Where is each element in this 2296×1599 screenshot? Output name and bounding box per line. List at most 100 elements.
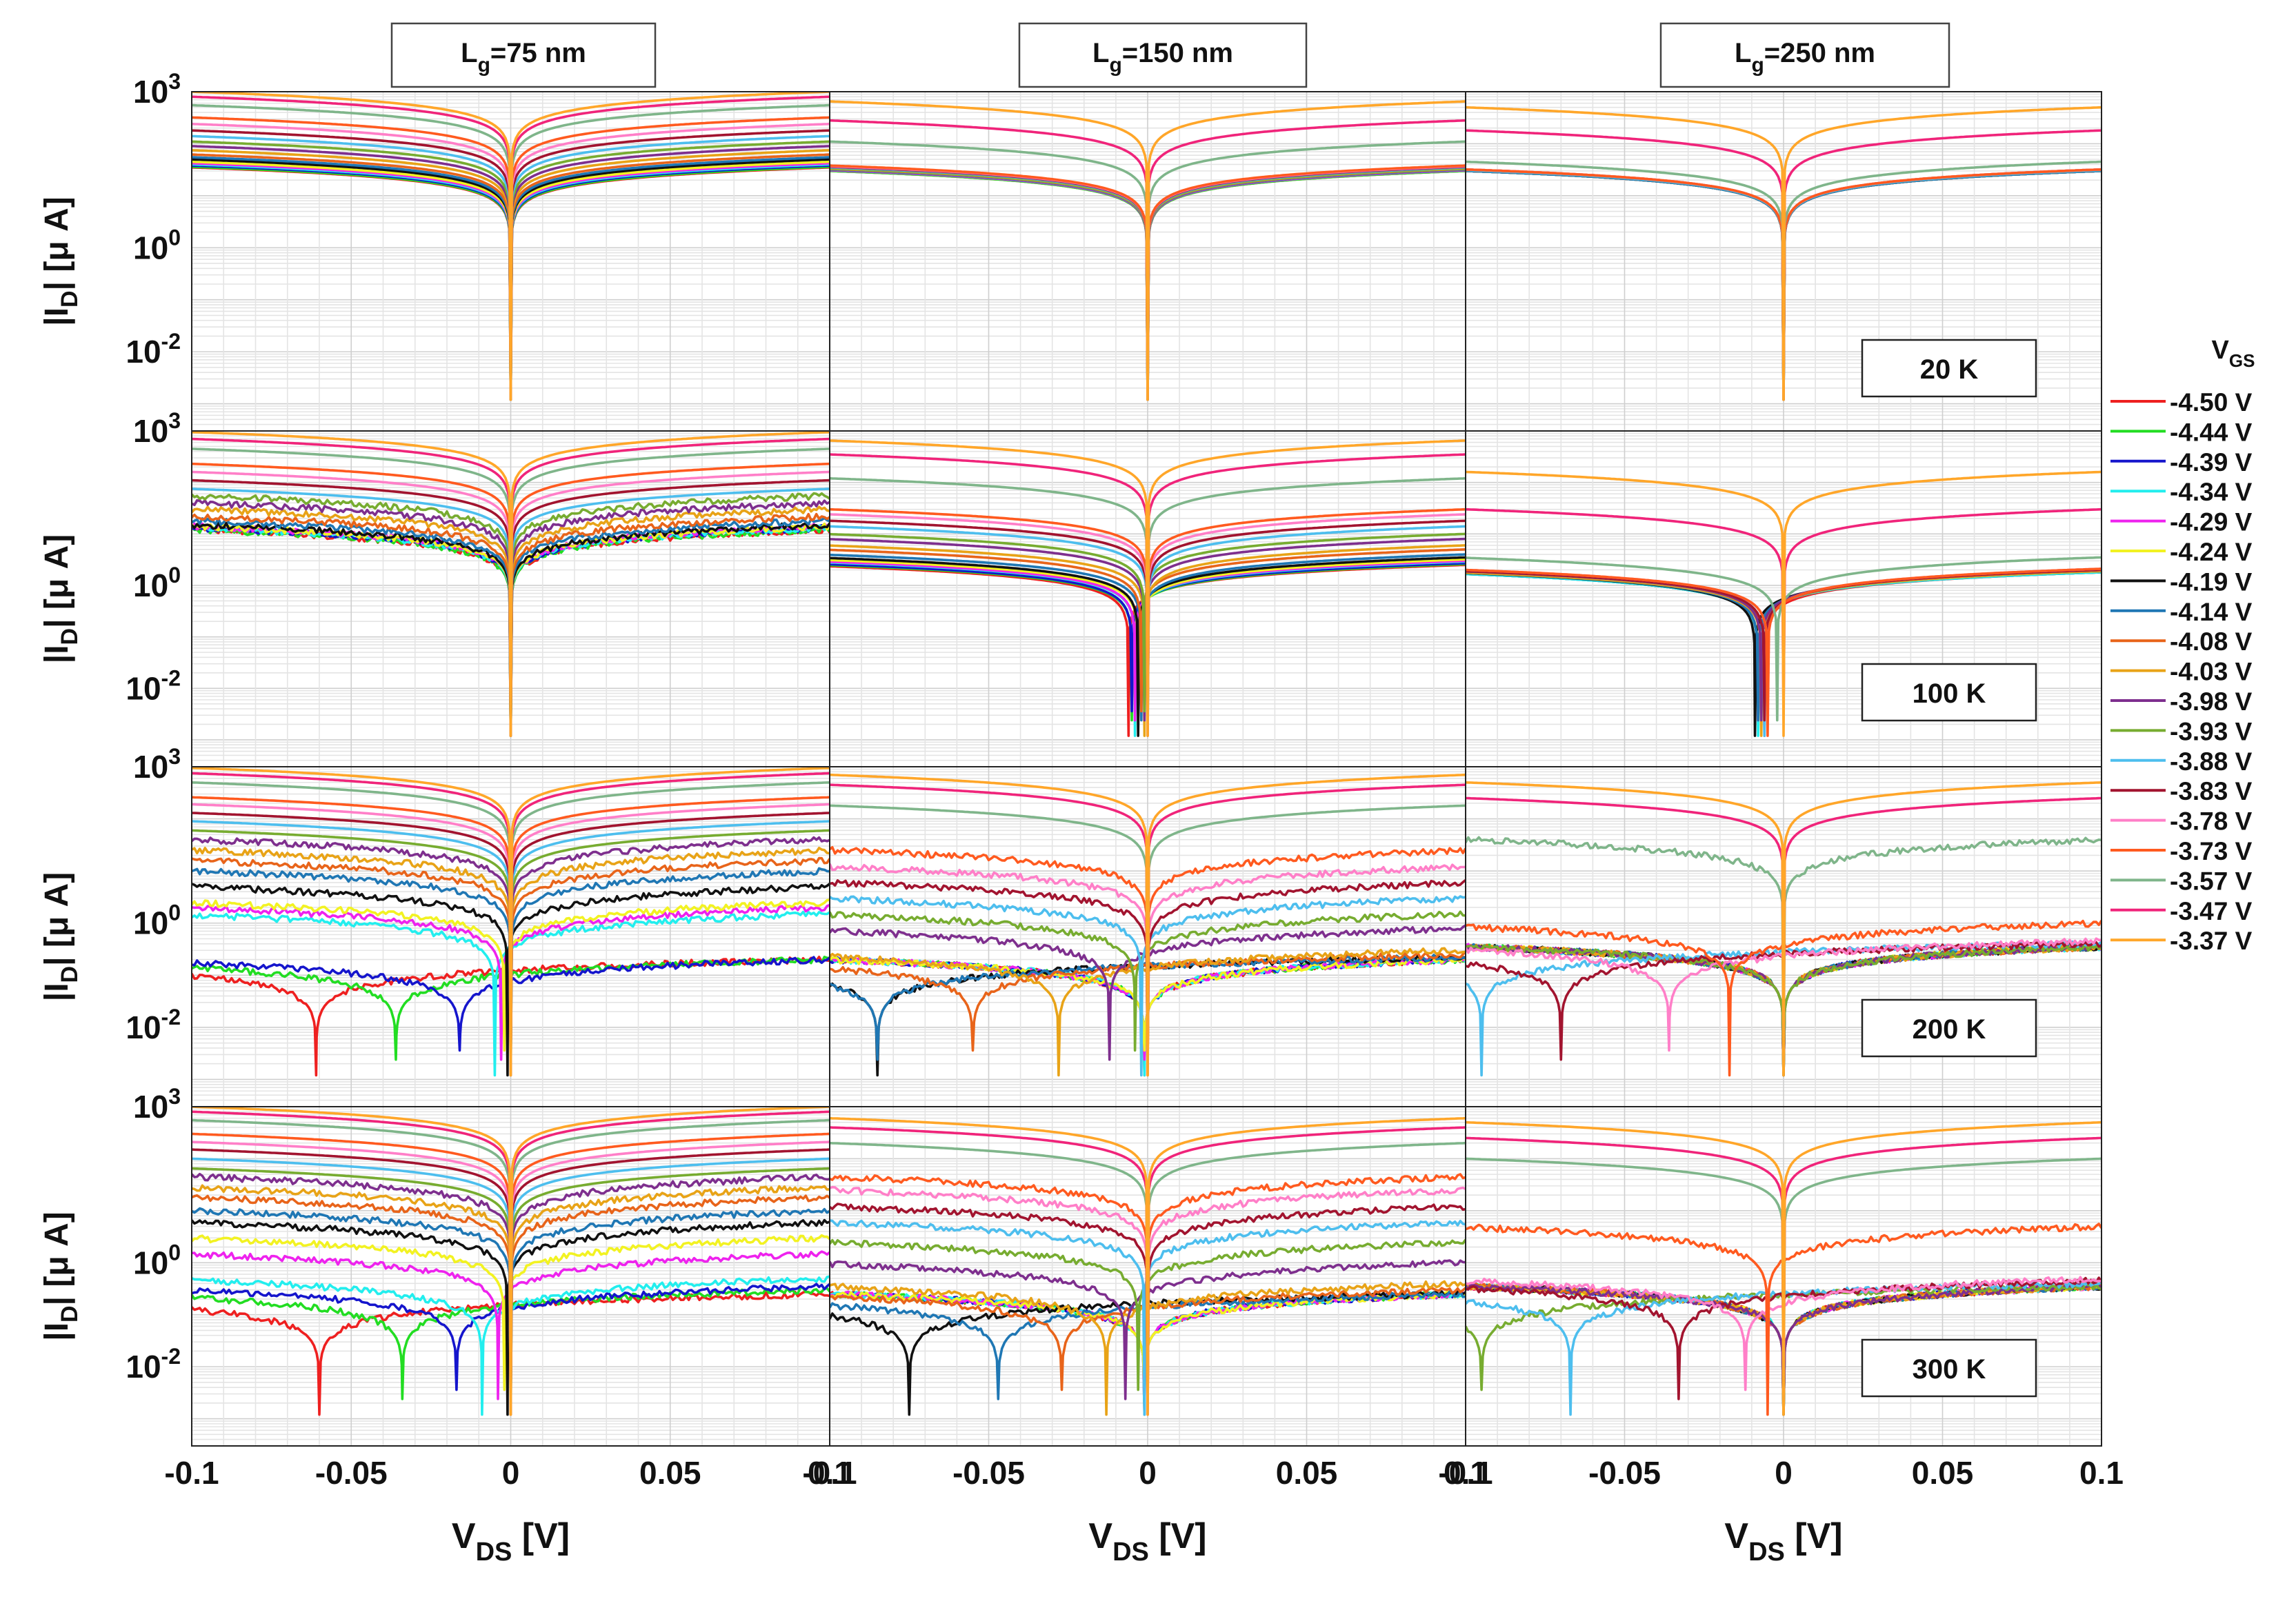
- temperature-text: 300 K: [1913, 1354, 1986, 1385]
- y-tick-label: 10-2: [126, 665, 181, 706]
- x-tick-label: 0: [1139, 1455, 1157, 1491]
- grid: [829, 766, 1466, 1107]
- series-line-vgs-3.37: [830, 773, 1466, 1077]
- legend-label: -4.44 V: [2170, 418, 2253, 446]
- legend-entry: -3.57 V: [2110, 867, 2253, 895]
- panels-layer: 20 K 100 K 200 K 300 K: [191, 91, 2102, 1447]
- legend-label: -3.93 V: [2170, 717, 2253, 745]
- legend-entry: -3.73 V: [2110, 837, 2253, 865]
- legend-entry: -3.78 V: [2110, 807, 2253, 836]
- temperature-box: [1861, 339, 2037, 398]
- y-tick-label: 100: [133, 563, 181, 603]
- panel-r2-c0: [191, 766, 830, 1107]
- column-title-box: [390, 22, 657, 88]
- y-axis-label: |ID| [μ A]: [39, 1211, 83, 1340]
- legend-label: -3.37 V: [2170, 927, 2253, 955]
- x-tick-label: -0.1: [164, 1455, 219, 1491]
- series-group: [830, 1116, 1466, 1416]
- x-tick-label: -0.05: [315, 1455, 388, 1491]
- legend-label: -4.03 V: [2170, 658, 2253, 686]
- series-line-vgs-3.73: [1466, 919, 2102, 1077]
- column-title: Lg=75 nm: [390, 22, 657, 88]
- temperature-label: 20 K: [1861, 339, 2037, 398]
- temperature-box: [1861, 663, 2037, 722]
- series-group: [192, 92, 830, 401]
- temperature-label: 200 K: [1861, 998, 2037, 1058]
- legend-entry: -3.37 V: [2110, 927, 2253, 955]
- series-line-vgs-3.37: [192, 767, 830, 1077]
- legend-label: -3.83 V: [2170, 777, 2253, 805]
- series-group: [192, 767, 830, 1077]
- series-line-vgs-3.37: [192, 92, 830, 401]
- x-tick-label: 0: [502, 1455, 520, 1491]
- legend-label: -4.50 V: [2170, 388, 2253, 416]
- series-line-vgs-3.37: [1466, 470, 2102, 737]
- x-tick-label: 0: [1775, 1455, 1793, 1491]
- series-line-vgs-3.78: [1466, 937, 2102, 1052]
- temperature-label: 100 K: [1861, 663, 2037, 722]
- legend-label: -3.98 V: [2170, 687, 2253, 716]
- x-tick-label: -0.1: [1438, 1455, 1493, 1491]
- column-title-text: Lg=250 nm: [1735, 38, 1875, 77]
- series-line-vgs-3.37: [192, 431, 830, 737]
- panel-r1-c0: [191, 430, 830, 767]
- legend-layer: VGS-4.50 V-4.44 V-4.39 V-4.34 V-4.29 V-4…: [2110, 336, 2255, 955]
- legend-entry: -4.39 V: [2110, 448, 2253, 476]
- y-tick-label: 100: [133, 901, 181, 941]
- panel-r2-c1: [829, 766, 1466, 1107]
- series-line-vgs-3.37: [1466, 1120, 2102, 1416]
- legend-entry: -3.98 V: [2110, 687, 2253, 716]
- x-tick-label: 0.1: [1444, 1455, 1488, 1491]
- legend-entry: -4.19 V: [2110, 567, 2253, 596]
- legend-label: -4.19 V: [2170, 567, 2253, 596]
- legend-label: -3.78 V: [2170, 807, 2253, 836]
- series-group: [830, 773, 1466, 1077]
- legend-entry: -4.24 V: [2110, 538, 2253, 566]
- labels-layer: Lg=75 nm Lg=150 nm Lg=250 nm 103 100 10-2 |ID|…: [39, 22, 2124, 1567]
- panel-r0-c1: [829, 91, 1466, 432]
- legend-label: -3.57 V: [2170, 867, 2253, 895]
- column-title-box: [1018, 22, 1308, 88]
- y-tick-label: 103: [133, 744, 181, 785]
- legend-entry: -4.44 V: [2110, 418, 2253, 446]
- y-tick-label: 100: [133, 1240, 181, 1280]
- legend-entry: -4.34 V: [2110, 478, 2253, 506]
- y-axis-label: |ID| [μ A]: [39, 534, 83, 663]
- series-group: [1466, 105, 2102, 401]
- x-tick-label: 0.05: [1276, 1455, 1338, 1491]
- series-line-vgs-3.37: [830, 100, 1466, 401]
- panel-r2-c2: 200 K: [1465, 766, 2102, 1107]
- series-group: [830, 439, 1466, 737]
- series-line-vgs-3.57: [1466, 556, 2102, 722]
- temperature-box: [1861, 1338, 2037, 1398]
- series-line-vgs-3.37: [192, 1107, 830, 1416]
- panel-r0-c2: 20 K: [1465, 91, 2102, 432]
- legend-label: -4.14 V: [2170, 598, 2253, 626]
- y-tick-label: 10-2: [126, 1344, 181, 1385]
- x-tick-label: 0.1: [2079, 1455, 2124, 1491]
- legend-label: -3.88 V: [2170, 747, 2253, 776]
- legend-label: -4.39 V: [2170, 448, 2253, 476]
- temperature-text: 100 K: [1913, 678, 1986, 709]
- legend-label: -4.34 V: [2170, 478, 2253, 506]
- panel-r3-c1: [829, 1106, 1466, 1447]
- panel-frame: [1465, 1106, 2102, 1447]
- series-line-vgs-3.78: [1466, 1276, 2102, 1391]
- column-title-text: Lg=75 nm: [461, 38, 586, 77]
- x-axis-label: VDS [V]: [1724, 1516, 1842, 1567]
- series-group: [830, 100, 1466, 401]
- y-tick-label: 100: [133, 225, 181, 265]
- panel-r3-c0: [191, 1106, 830, 1447]
- legend-entry: -4.50 V: [2110, 388, 2253, 416]
- column-title-text: Lg=150 nm: [1092, 38, 1233, 77]
- legend-entry: -3.88 V: [2110, 747, 2253, 776]
- y-tick-label: 10-2: [126, 329, 181, 370]
- legend-label: -3.47 V: [2170, 897, 2253, 925]
- x-tick-label: 0.05: [1912, 1455, 1974, 1491]
- y-tick-label: 10-2: [126, 1005, 181, 1045]
- series-line-vgs-3.37: [1466, 781, 2102, 1077]
- y-axis-label: |ID| [μ A]: [39, 197, 83, 325]
- panel-r3-c2: 300 K: [1465, 1106, 2102, 1447]
- column-title: Lg=250 nm: [1659, 22, 1950, 88]
